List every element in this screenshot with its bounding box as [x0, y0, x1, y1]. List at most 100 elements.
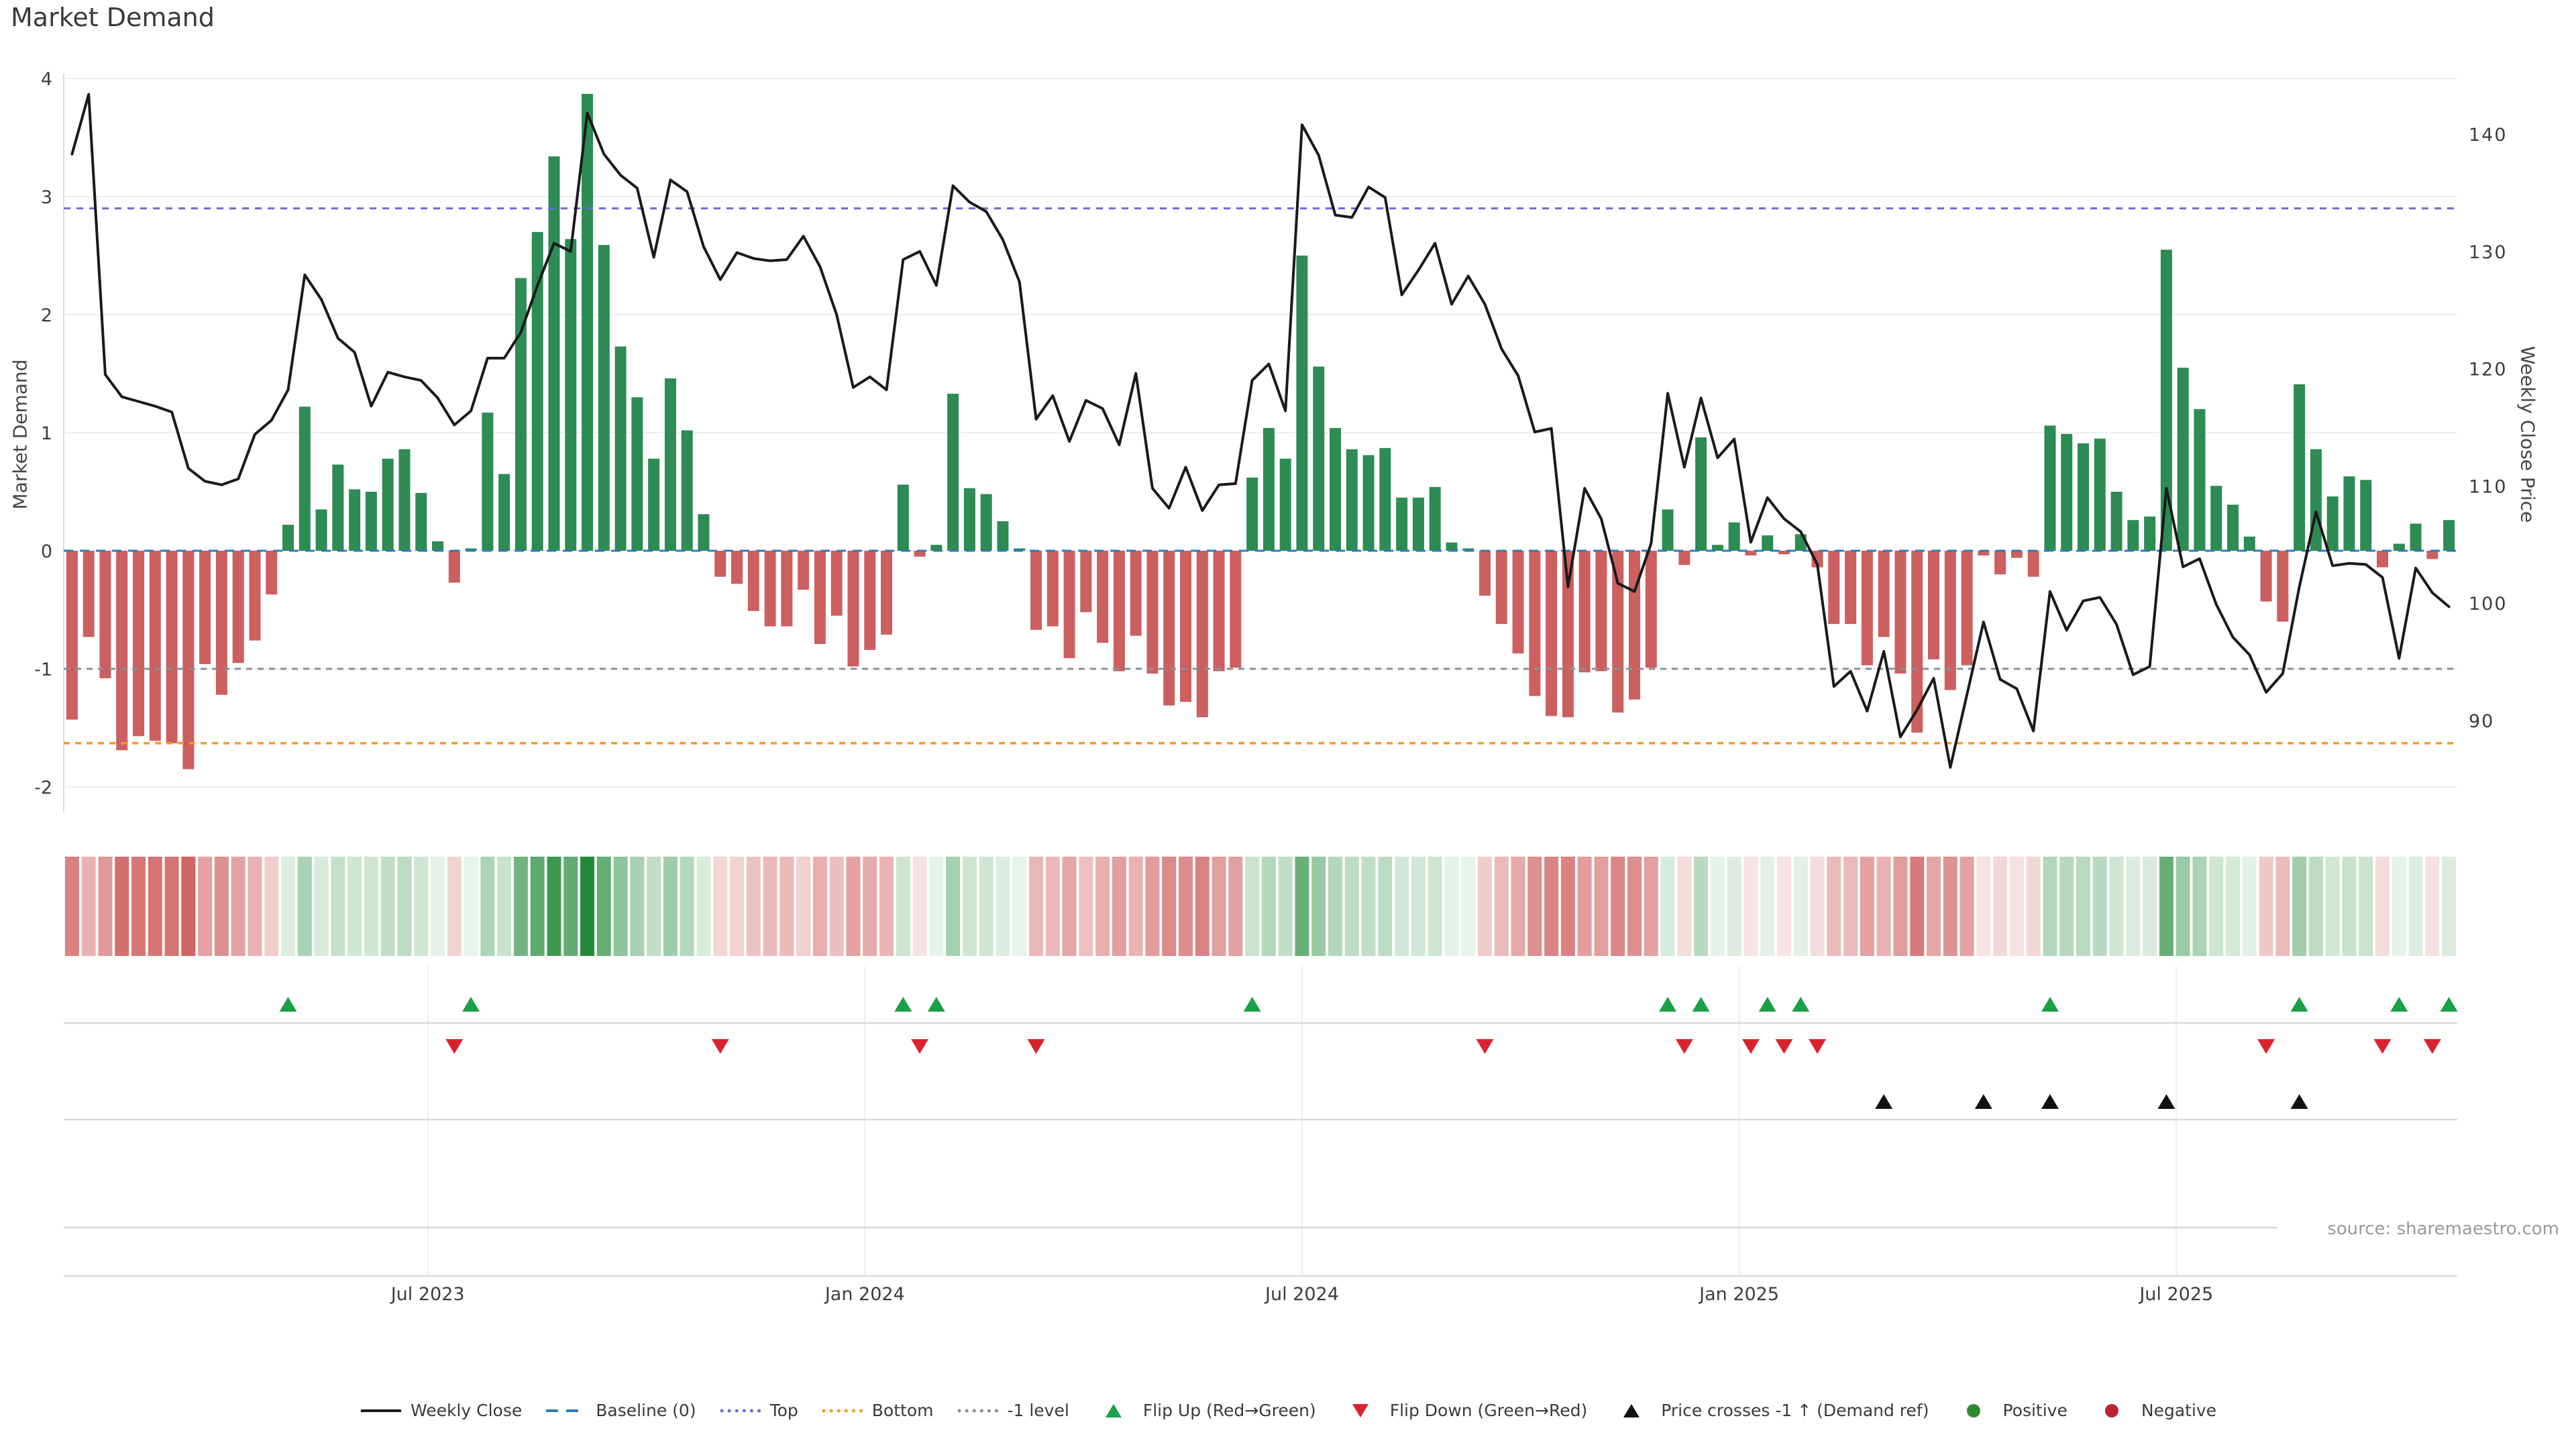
- legend-swatch-minus1-level: [957, 1409, 998, 1412]
- heatmap-cell: [1128, 857, 1143, 956]
- flip-down-marker: [1675, 1039, 1693, 1054]
- source-text: source: sharemaestro.com: [2327, 1219, 2559, 1239]
- chart-legend: Weekly Close Baseline (0) Top Bottom -1 leve…: [360, 1401, 2216, 1420]
- demand-bar: [1279, 458, 1291, 551]
- demand-bar: [332, 464, 344, 551]
- demand-bar: [1479, 551, 1491, 596]
- heatmap-cell: [1311, 857, 1326, 956]
- heatmap-cell: [1860, 857, 1874, 956]
- flip-down-marker: [2423, 1039, 2441, 1054]
- demand-bar: [1063, 551, 1075, 659]
- heatmap-cell: [2043, 857, 2057, 956]
- heatmap-cell: [1344, 857, 1359, 956]
- demand-bar: [1745, 551, 1757, 556]
- heatmap-cell: [2425, 857, 2440, 956]
- flip-up-marker: [2390, 997, 2408, 1012]
- heatmap-cell: [1594, 857, 1609, 956]
- demand-bar: [1678, 551, 1690, 566]
- demand-bar: [963, 488, 975, 551]
- demand-bar: [432, 541, 443, 551]
- demand-bar: [83, 551, 95, 637]
- demand-bar: [847, 551, 859, 667]
- flip-down-marker: [711, 1039, 729, 1054]
- flip-down-marker: [2257, 1039, 2275, 1054]
- heatmap-cell: [1378, 857, 1393, 956]
- demand-bar: [764, 551, 776, 627]
- demand-bar: [498, 474, 511, 551]
- heatmap-cell: [879, 857, 894, 956]
- heatmap-cell: [613, 857, 628, 956]
- demand-bar: [681, 430, 693, 551]
- demand-bar: [166, 551, 178, 743]
- demand-bar: [2127, 520, 2139, 551]
- heatmap-cell: [1660, 857, 1675, 956]
- right-axis-tick: 140: [2469, 125, 2508, 146]
- demand-bar: [2110, 492, 2123, 551]
- heatmap-cell: [1395, 857, 1409, 956]
- demand-bar: [897, 484, 909, 551]
- flip-up-marker: [462, 997, 480, 1012]
- heatmap-cell: [1943, 857, 1957, 956]
- demand-bar: [1296, 256, 1308, 551]
- heatmap-cell: [2192, 857, 2207, 956]
- flip-up-marker: [927, 997, 945, 1012]
- left-axis-tick: 1: [41, 423, 52, 444]
- legend-item-negative: Negative: [2090, 1401, 2216, 1420]
- demand-bar: [2326, 496, 2339, 551]
- heatmap-cell: [630, 857, 645, 956]
- legend-item-minus1-level: -1 level: [956, 1401, 1069, 1420]
- demand-bar: [864, 551, 876, 650]
- legend-label-minus1-level: -1 level: [1007, 1401, 1069, 1420]
- demand-bar: [531, 231, 543, 551]
- heatmap-cell: [297, 857, 312, 956]
- heatmap-cell: [2408, 857, 2423, 956]
- legend-swatch-positive: [1966, 1403, 1980, 1417]
- demand-bar: [930, 545, 943, 551]
- demand-bar: [99, 551, 111, 679]
- heatmap-cell: [1560, 857, 1575, 956]
- demand-bar: [465, 548, 477, 551]
- heatmap-cell: [1012, 857, 1027, 956]
- heatmap-cell: [2143, 857, 2157, 956]
- demand-bar: [149, 551, 161, 741]
- demand-bar: [1446, 542, 1458, 551]
- demand-bar: [1330, 427, 1341, 551]
- demand-bar: [698, 514, 710, 551]
- demand-bar: [1578, 551, 1591, 673]
- demand-bar: [2426, 551, 2438, 559]
- demand-bar: [1762, 535, 1774, 551]
- left-axis-tick: -2: [34, 777, 52, 798]
- flip-down-marker: [1741, 1039, 1760, 1054]
- heatmap-cell: [763, 857, 777, 956]
- heatmap-cell: [647, 857, 661, 956]
- demand-bar: [1645, 551, 1657, 668]
- heatmap-cell: [1993, 857, 2008, 956]
- demand-bar: [365, 492, 377, 551]
- demand-bar: [664, 378, 676, 551]
- heatmap-cell: [713, 857, 728, 956]
- demand-bar: [1196, 551, 1208, 718]
- price-cross-marker: [1875, 1094, 1893, 1109]
- demand-bar: [249, 551, 261, 641]
- legend-label-baseline: Baseline (0): [596, 1401, 696, 1420]
- demand-bar: [2027, 551, 2039, 577]
- x-axis-tick: Jul 2023: [390, 1284, 465, 1305]
- flip-down-marker: [1809, 1039, 1827, 1054]
- demand-bar: [2343, 476, 2355, 551]
- heatmap-cell: [2242, 857, 2257, 956]
- heatmap-cell: [663, 857, 678, 956]
- demand-bar: [1146, 551, 1159, 674]
- heatmap-cell: [1793, 857, 1808, 956]
- heatmap-cell: [1478, 857, 1492, 956]
- heatmap-cell: [1212, 857, 1226, 956]
- demand-bar: [1030, 551, 1042, 630]
- heatmap-cell: [2076, 857, 2090, 956]
- heatmap-cell: [447, 857, 462, 956]
- heatmap-cell: [1228, 857, 1243, 956]
- demand-bar: [1778, 551, 1790, 555]
- right-axis-tick: 130: [2469, 242, 2508, 263]
- heatmap-cell: [2009, 857, 2024, 956]
- demand-bar: [133, 551, 144, 737]
- demand-bar: [980, 494, 992, 551]
- heatmap-cell: [1727, 857, 1741, 956]
